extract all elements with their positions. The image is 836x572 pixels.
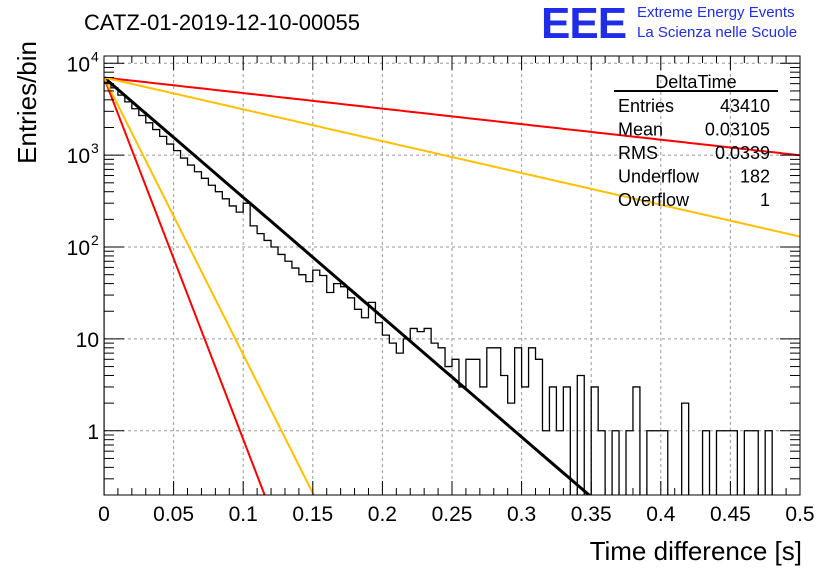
fit-curve-2 xyxy=(104,77,266,495)
y-tick-exponent: 2 xyxy=(91,232,99,248)
y-tick-exponent: 3 xyxy=(91,140,99,156)
y-tick-exponent: 4 xyxy=(91,48,99,64)
y-tick-label: 10 xyxy=(76,329,99,352)
stats-label: RMS xyxy=(618,143,658,163)
x-tick-label: 0.2 xyxy=(368,503,397,526)
x-tick-label: 0.5 xyxy=(785,503,814,526)
axes: 0 0.05 0.1 0.15 0.2 0.25 0.3 0.35 0.4 0.45 0.5 1 10 1… xyxy=(67,48,815,526)
x-tick-label: 0.45 xyxy=(710,503,751,526)
x-tick-label: 0.35 xyxy=(571,503,612,526)
fit-curve-4 xyxy=(104,76,800,157)
fit-curve-3 xyxy=(104,77,315,495)
fit-curve-1 xyxy=(104,76,592,495)
stats-value: 182 xyxy=(740,167,770,187)
grid-lines xyxy=(104,56,800,495)
y-tick-label: 10 xyxy=(67,53,90,76)
logo-mark: EEE xyxy=(541,0,627,48)
logo-line-2: La Scienza nelle Scuole xyxy=(637,24,798,41)
x-tick-label: 0.4 xyxy=(646,503,676,526)
eee-logo: EEE Extreme Energy Events La Scienza nel… xyxy=(541,2,831,46)
y-tick-label: 10 xyxy=(67,145,90,168)
fit-curve-5 xyxy=(104,76,800,238)
x-tick-label: 0.3 xyxy=(507,503,536,526)
y-tick-label: 10 xyxy=(67,237,90,260)
x-tick-label: 0.25 xyxy=(432,503,473,526)
fit-curves xyxy=(104,76,800,495)
x-tick-label: 0.05 xyxy=(153,503,194,526)
x-tick-label: 0.15 xyxy=(292,503,333,526)
stats-value: 0.0339 xyxy=(715,143,770,163)
x-axis-label: Time difference [s] xyxy=(590,536,802,566)
stats-label: Mean xyxy=(618,120,663,140)
stats-value: 1 xyxy=(760,190,770,210)
x-tick-label: 0.1 xyxy=(229,503,258,526)
stats-value: 0.03105 xyxy=(705,120,770,140)
stats-label: Entries xyxy=(618,96,674,116)
chart-title: CATZ-01-2019-12-10-00055 xyxy=(84,10,360,35)
stats-label: Underflow xyxy=(618,167,700,187)
x-tick-label: 0 xyxy=(98,503,110,526)
stats-title: DeltaTime xyxy=(655,72,736,92)
stats-box: DeltaTime Entries 43410 Mean 0.03105 RMS 0.033… xyxy=(614,72,778,210)
stats-label: Overflow xyxy=(618,190,690,210)
histogram-bars xyxy=(104,81,773,495)
y-tick-label: 1 xyxy=(87,421,99,444)
y-axis-label: Entries/bin xyxy=(12,41,42,164)
histogram-outline xyxy=(104,81,773,495)
logo-line-1: Extreme Energy Events xyxy=(637,4,795,21)
stats-value: 43410 xyxy=(720,96,770,116)
